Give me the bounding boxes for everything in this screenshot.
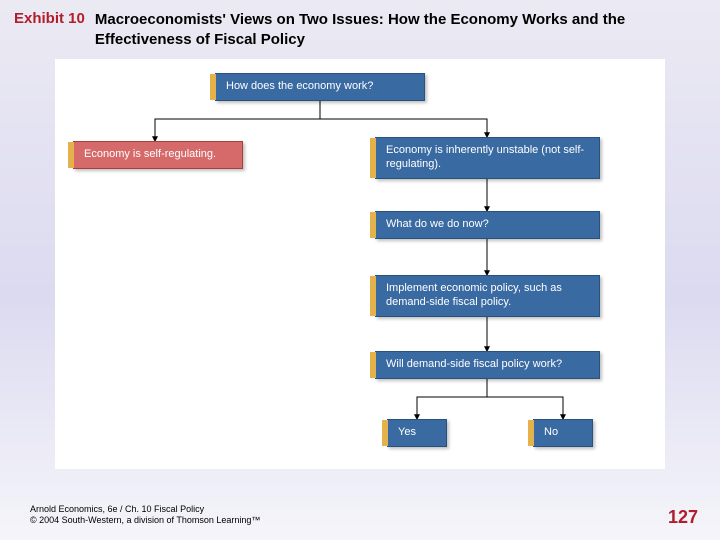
node-label: No xyxy=(544,426,558,438)
node-label: What do we do now? xyxy=(386,218,489,230)
flowchart-connectors xyxy=(55,59,665,469)
node-accent-tab xyxy=(382,420,388,446)
exhibit-header: Exhibit 10 Macroeconomists' Views on Two… xyxy=(0,0,720,49)
node-label: Implement economic policy, such as deman… xyxy=(386,282,562,308)
footer-citation: Arnold Economics, 6e / Ch. 10 Fiscal Pol… xyxy=(30,504,260,527)
flow-edge-q1-unstab xyxy=(320,99,487,137)
flow-node-no: No xyxy=(533,419,593,447)
node-label: Economy is inherently unstable (not self… xyxy=(386,144,584,170)
exhibit-label: Exhibit 10 xyxy=(14,10,95,49)
flowchart-canvas: How does the economy work? Economy is sel… xyxy=(55,59,665,469)
node-accent-tab xyxy=(528,420,534,446)
page-number: 127 xyxy=(668,507,698,528)
flow-node-impl: Implement economic policy, such as deman… xyxy=(375,275,600,317)
flow-node-q1: How does the economy work? xyxy=(215,73,425,101)
flow-node-selfreg: Economy is self-regulating. xyxy=(73,141,243,169)
flow-edge-q3-no xyxy=(487,377,563,419)
node-accent-tab xyxy=(210,74,216,100)
node-accent-tab xyxy=(370,212,376,238)
footer-line2: © 2004 South-Western, a division of Thom… xyxy=(30,515,260,526)
flow-node-q2: What do we do now? xyxy=(375,211,600,239)
node-accent-tab xyxy=(370,138,376,178)
node-accent-tab xyxy=(370,352,376,378)
flow-edge-q3-yes xyxy=(417,377,487,419)
flow-node-yes: Yes xyxy=(387,419,447,447)
node-label: How does the economy work? xyxy=(226,80,373,92)
flow-edge-q1-selfreg xyxy=(155,99,320,141)
flow-node-unstab: Economy is inherently unstable (not self… xyxy=(375,137,600,179)
flow-node-q3: Will demand-side fiscal policy work? xyxy=(375,351,600,379)
node-label: Economy is self-regulating. xyxy=(84,148,216,160)
exhibit-title: Macroeconomists' Views on Two Issues: Ho… xyxy=(95,10,706,49)
node-accent-tab xyxy=(68,142,74,168)
node-label: Will demand-side fiscal policy work? xyxy=(386,358,562,370)
node-label: Yes xyxy=(398,426,416,438)
footer-line1: Arnold Economics, 6e / Ch. 10 Fiscal Pol… xyxy=(30,504,260,515)
node-accent-tab xyxy=(370,276,376,316)
